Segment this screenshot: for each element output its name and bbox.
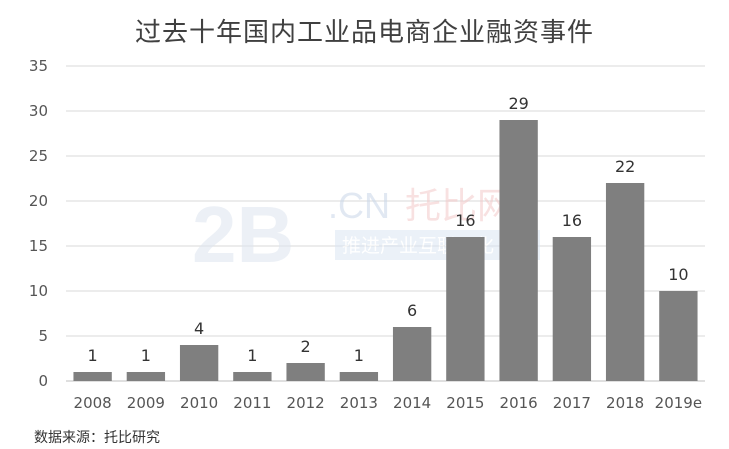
- y-axis: 0 5 10 15 20 25 30 35: [29, 57, 48, 390]
- y-tick-label: 30: [29, 102, 48, 120]
- data-label-2017: 16: [562, 211, 582, 230]
- x-tick-label-2010: 2010: [180, 394, 218, 412]
- bar-2018: [605, 183, 645, 381]
- bar-2015: [446, 237, 485, 381]
- bar-2012: [286, 363, 325, 381]
- chart-title: 过去十年国内工业品电商企业融资事件: [134, 18, 594, 48]
- bar-2016: [499, 120, 538, 381]
- bar-2008: [73, 372, 112, 381]
- data-label-2018: 22: [615, 157, 635, 176]
- x-tick-label-2016: 2016: [500, 394, 538, 412]
- x-axis: 2008 2009 2010 2011 2012 2013 2014 2015 2016 2017…: [74, 394, 703, 412]
- data-label-2009: 1: [141, 346, 151, 365]
- bar-2019e: [659, 291, 698, 381]
- source-note: 数据来源：托比研究: [34, 430, 160, 446]
- watermark: 2B .CN 托比网 推进产业互联网化: [192, 185, 540, 279]
- bar-2013: [339, 372, 379, 381]
- x-tick-label-2009: 2009: [127, 394, 165, 412]
- y-tick-label: 25: [29, 147, 48, 165]
- bar-2010: [179, 345, 219, 381]
- bar-2014: [392, 327, 432, 381]
- x-tick-label-2017: 2017: [553, 394, 591, 412]
- y-tick-label: 0: [38, 372, 48, 390]
- data-label-2008: 1: [88, 346, 98, 365]
- data-label-2013: 1: [354, 346, 364, 365]
- bar-2011: [233, 372, 272, 381]
- y-tick-label: 35: [29, 57, 48, 75]
- bar-2017: [552, 237, 592, 381]
- data-label-2019e: 10: [668, 265, 688, 284]
- x-tick-label-2012: 2012: [287, 394, 325, 412]
- y-tick-label: 10: [29, 282, 48, 300]
- data-label-2016: 29: [508, 94, 528, 113]
- x-tick-label-2011: 2011: [233, 394, 271, 412]
- y-tick-label: 20: [29, 192, 48, 210]
- data-label-2011: 1: [247, 346, 257, 365]
- watermark-tuobi: 托比网: [405, 186, 513, 227]
- y-tick-label: 5: [38, 327, 48, 345]
- x-tick-label-2014: 2014: [393, 394, 431, 412]
- data-label-2015: 16: [455, 211, 475, 230]
- y-tick-label: 15: [29, 237, 48, 255]
- watermark-cn: .CN: [328, 185, 390, 226]
- x-tick-label-2013: 2013: [340, 394, 378, 412]
- bars: [73, 120, 698, 381]
- data-label-2012: 2: [301, 337, 311, 356]
- watermark-2b: 2B: [192, 190, 294, 279]
- x-tick-label-2015: 2015: [446, 394, 484, 412]
- x-tick-label-2008: 2008: [74, 394, 112, 412]
- x-tick-label-2018: 2018: [606, 394, 644, 412]
- data-label-2010: 4: [194, 319, 204, 338]
- x-tick-label-2019e: 2019e: [655, 394, 702, 412]
- gridlines: [66, 65, 705, 382]
- bar-2009: [126, 372, 166, 381]
- data-label-2014: 6: [407, 301, 417, 320]
